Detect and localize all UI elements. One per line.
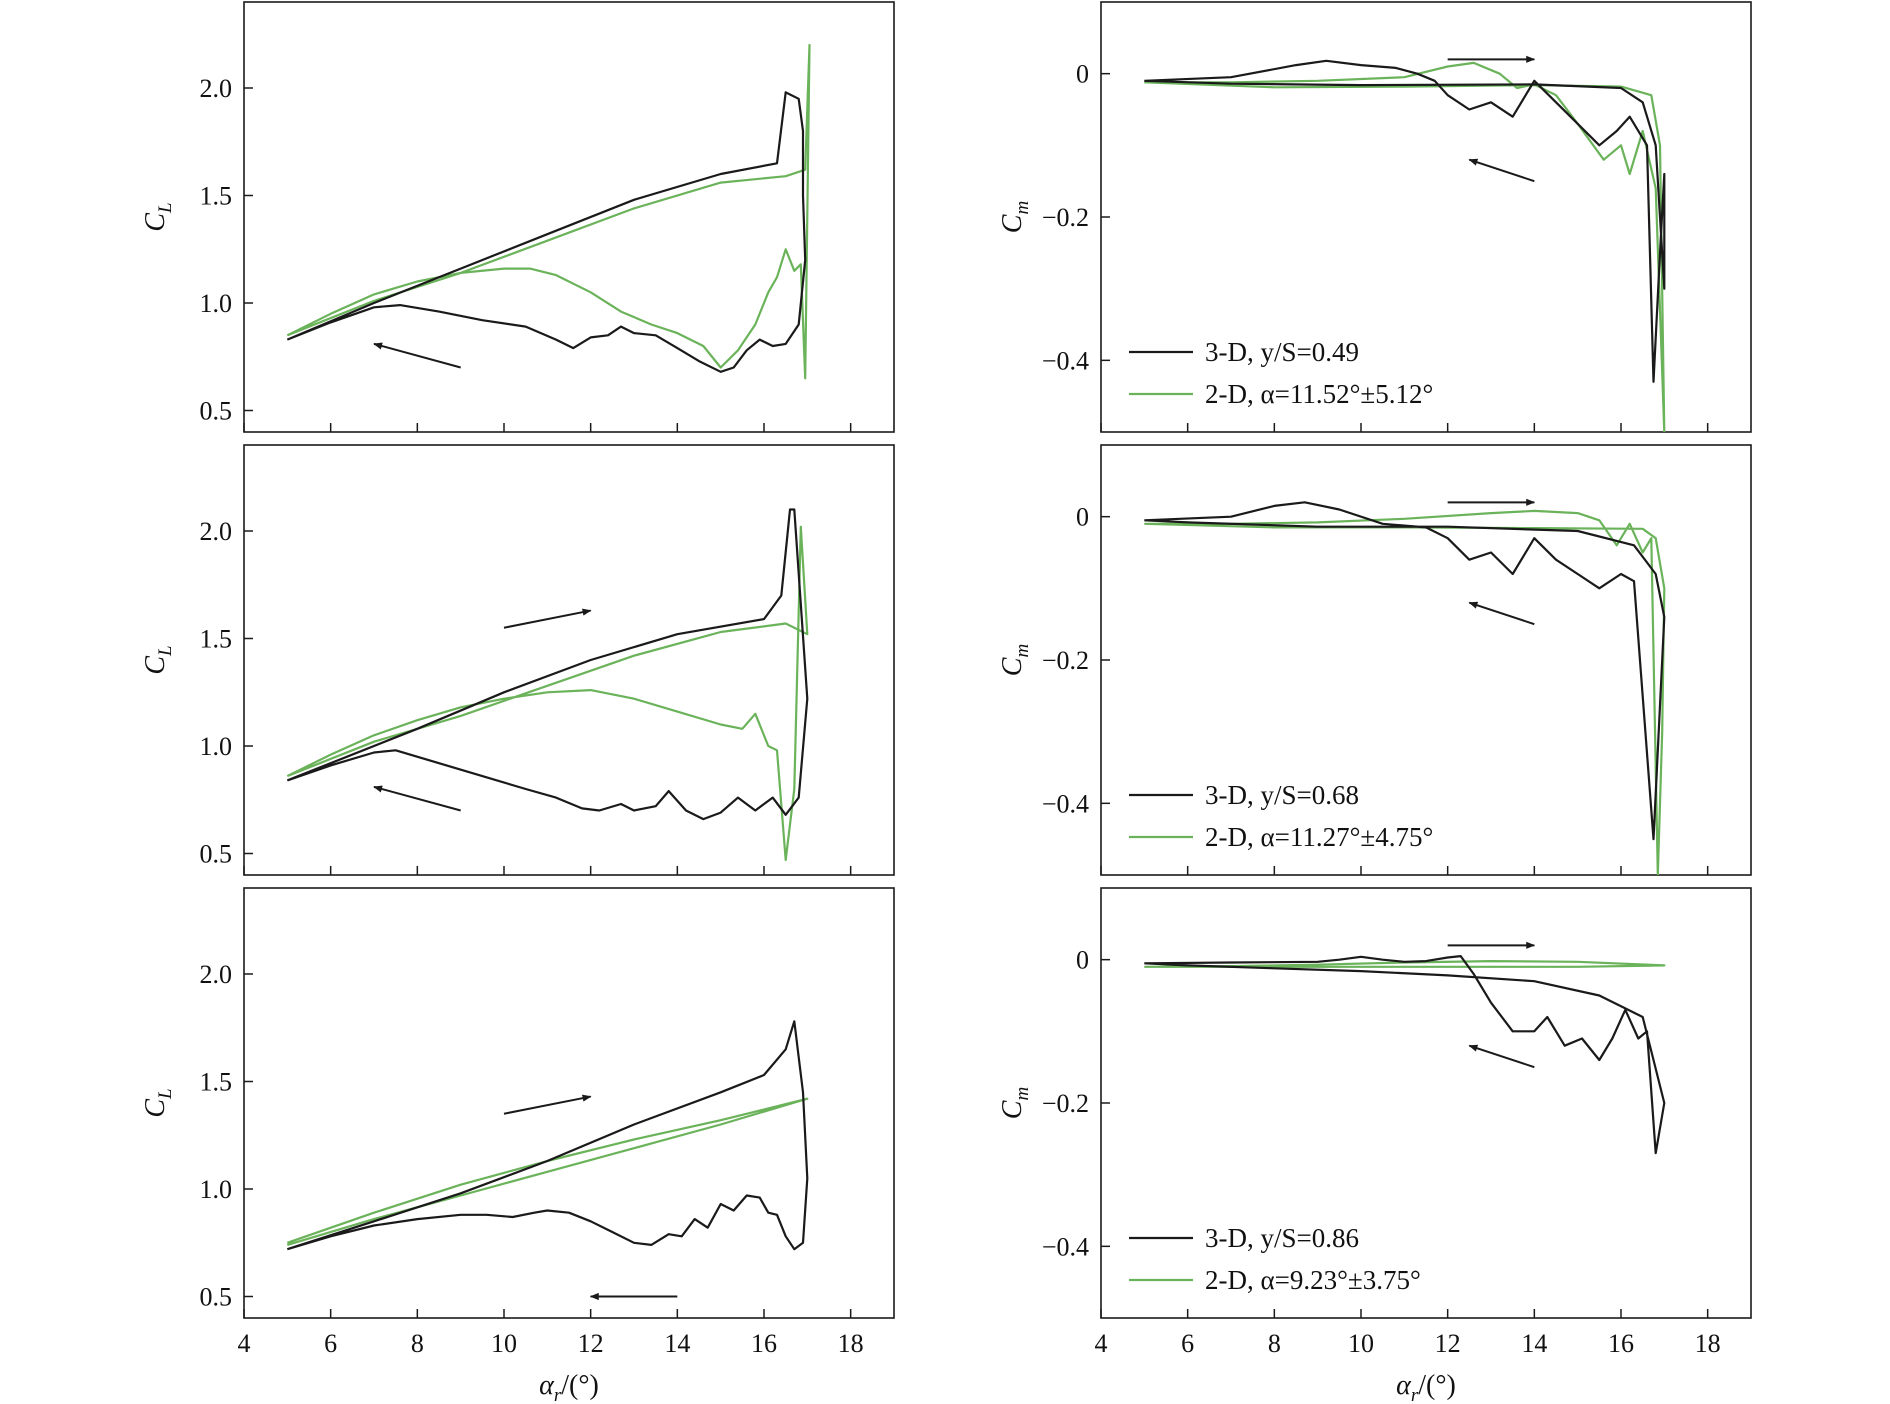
x-tick-label: 4 xyxy=(1095,1329,1108,1358)
panel-cl_049: 0.5 1.0 1.5 2.0 CL xyxy=(140,1,895,433)
series-line-2d xyxy=(1144,960,1666,968)
y-tick-label: 1.0 xyxy=(200,732,233,761)
x-axis-label: αr/(°) xyxy=(539,1370,599,1404)
legend-label-2d: 2-D, α=11.52°±5.12° xyxy=(1205,379,1433,409)
y-tick-label: −0.2 xyxy=(1042,203,1089,232)
y-tick-label: −0.4 xyxy=(1042,789,1089,818)
y-axis-label: CL xyxy=(140,202,176,231)
series-line-3d xyxy=(1144,955,1666,1155)
panel-cm_068: 0 −0.2 −0.4 Cm 3-D, y/S=0.68 2-D, α=11.27°±4.… xyxy=(997,444,1752,876)
series-line-2d xyxy=(1144,61,1666,432)
y-tick-label: 2.0 xyxy=(200,960,233,989)
x-tick-label: 6 xyxy=(324,1329,337,1358)
series-line-2d xyxy=(286,1097,809,1246)
panel-cl_086: 4 6 8 10 12 14 16 18 0.5 1.0 1.5 2.0 CL αr/(°) xyxy=(140,887,895,1404)
legend: 3-D, y/S=0.68 2-D, α=11.27°±4.75° xyxy=(1129,780,1433,852)
x-tick-label: 4 xyxy=(238,1329,251,1358)
direction-arrow xyxy=(1468,601,1535,626)
y-tick-label: 0 xyxy=(1076,60,1089,89)
y-axis-label: Cm xyxy=(997,201,1033,233)
direction-arrow xyxy=(373,342,461,369)
direction-arrow xyxy=(503,1094,592,1115)
panel-cm_086: 4 6 8 10 12 14 16 18 0 −0.2 −0.4 Cm αr/(°) 3-D, y/S=0… xyxy=(997,887,1752,1404)
series-line-2d xyxy=(1144,509,1666,875)
plot-frame xyxy=(243,444,895,876)
series-line-3d xyxy=(286,91,807,373)
direction-arrow xyxy=(373,785,461,812)
y-tick-label: 1.0 xyxy=(200,1175,233,1204)
x-tick-label: 10 xyxy=(491,1329,517,1358)
x-tick-label: 8 xyxy=(1268,1329,1281,1358)
x-tick-label: 14 xyxy=(1521,1329,1547,1358)
y-tick-label: 1.0 xyxy=(200,289,233,318)
y-axis-label: Cm xyxy=(997,644,1033,676)
legend: 3-D, y/S=0.86 2-D, α=9.23°±3.75° xyxy=(1129,1223,1421,1295)
x-tick-label: 8 xyxy=(411,1329,424,1358)
y-tick-label: 0.5 xyxy=(200,1283,233,1312)
plot-frame xyxy=(243,887,895,1319)
plot-frame xyxy=(1100,887,1752,1319)
direction-arrow xyxy=(1468,158,1535,183)
y-axis-label: CL xyxy=(140,645,176,674)
panel-cm_049: 0 −0.2 −0.4 Cm 3-D, y/S=0.49 2-D, α=11.52°±5.… xyxy=(997,1,1752,433)
y-axis-label: Cm xyxy=(997,1087,1033,1119)
legend-label-2d: 2-D, α=11.27°±4.75° xyxy=(1205,822,1433,852)
series-line-3d xyxy=(1144,501,1666,841)
y-tick-label: 0.5 xyxy=(200,840,233,869)
direction-arrow xyxy=(1468,1044,1535,1069)
legend: 3-D, y/S=0.49 2-D, α=11.52°±5.12° xyxy=(1129,337,1433,409)
x-axis-label: αr/(°) xyxy=(1396,1370,1456,1404)
x-tick-label: 18 xyxy=(1695,1329,1721,1358)
legend-label-3d: 3-D, y/S=0.68 xyxy=(1205,780,1359,810)
legend-label-3d: 3-D, y/S=0.86 xyxy=(1205,1223,1359,1253)
series-line-3d xyxy=(286,1020,809,1251)
series-line-3d xyxy=(286,508,809,821)
y-tick-label: 0.5 xyxy=(200,397,233,426)
y-tick-label: −0.4 xyxy=(1042,346,1089,375)
x-tick-label: 16 xyxy=(751,1329,777,1358)
plot-frame xyxy=(243,1,895,433)
series-line-2d xyxy=(286,525,809,862)
y-tick-label: 1.5 xyxy=(200,1068,233,1097)
y-tick-label: −0.2 xyxy=(1042,646,1089,675)
y-tick-label: 0 xyxy=(1076,503,1089,532)
y-axis-label: CL xyxy=(140,1088,176,1117)
panel-cl_068: 0.5 1.0 1.5 2.0 CL xyxy=(140,444,895,876)
y-tick-label: 0 xyxy=(1076,946,1089,975)
legend-label-3d: 3-D, y/S=0.49 xyxy=(1205,337,1359,367)
x-tick-label: 12 xyxy=(1435,1329,1461,1358)
y-tick-label: 2.0 xyxy=(200,517,233,546)
x-tick-label: 14 xyxy=(664,1329,690,1358)
x-tick-label: 12 xyxy=(578,1329,604,1358)
series-line-2d xyxy=(286,43,811,380)
series-line-3d xyxy=(1144,59,1666,383)
direction-arrow xyxy=(503,608,592,629)
y-tick-label: 1.5 xyxy=(200,625,233,654)
x-tick-label: 16 xyxy=(1608,1329,1634,1358)
x-tick-label: 10 xyxy=(1348,1329,1374,1358)
y-tick-label: 1.5 xyxy=(200,182,233,211)
x-tick-label: 18 xyxy=(838,1329,864,1358)
y-tick-label: −0.2 xyxy=(1042,1089,1089,1118)
y-tick-label: 2.0 xyxy=(200,74,233,103)
x-tick-label: 6 xyxy=(1181,1329,1194,1358)
legend-label-2d: 2-D, α=9.23°±3.75° xyxy=(1205,1265,1421,1295)
y-tick-label: −0.4 xyxy=(1042,1232,1089,1261)
